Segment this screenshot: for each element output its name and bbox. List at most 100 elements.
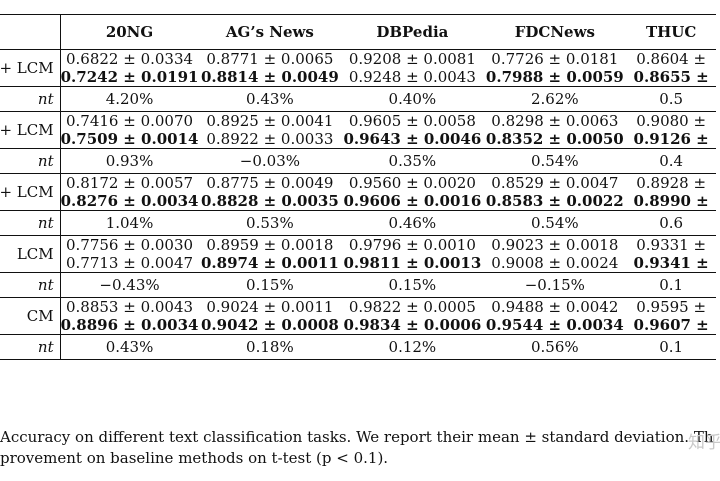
improvement-cell: 0.46% xyxy=(341,210,484,236)
header-fdcnews: FDCNews xyxy=(483,14,627,50)
result-row: + LCM 0.7416 ± 0.0070 0.7509 ± 0.0014 0.892… xyxy=(0,111,716,149)
result-cell: 0.9331 ±0.9341 ± xyxy=(626,236,716,273)
caption-line-2: provement on baseline methods on t-test … xyxy=(0,449,389,467)
improvement-row: nt 4.20% 0.43% 0.40% 2.62% 0.5 xyxy=(0,86,716,112)
lcm-value: 0.8828 ± 0.0035 xyxy=(200,192,339,210)
improvement-label: nt xyxy=(0,272,61,298)
result-row: + LCM 0.6822 ± 0.0334 0.7242 ± 0.0191 0.877… xyxy=(0,49,716,87)
lcm-value: 0.9126 ± xyxy=(633,130,709,148)
result-cell: 0.9595 ±0.9607 ± xyxy=(626,298,716,335)
header-thuc: THUC xyxy=(626,14,716,50)
improvement-cell: 0.54% xyxy=(483,210,627,236)
lcm-value: 0.8814 ± 0.0049 xyxy=(200,68,339,86)
result-cell: 0.9796 ± 0.0010 0.9811 ± 0.0013 xyxy=(341,236,483,273)
baseline-value: 0.8928 ± xyxy=(636,174,707,192)
improvement-cell: 0.1 xyxy=(626,334,716,360)
improvement-cell: 0.93% xyxy=(60,148,199,174)
result-cell: 0.8604 ±0.8655 ± xyxy=(626,50,716,87)
result-cell: 0.8172 ± 0.0057 0.8276 ± 0.0034 xyxy=(60,174,199,211)
method-label-bottom: LCM xyxy=(16,245,54,263)
improvement-cell: 4.20% xyxy=(60,86,199,112)
baseline-value: 0.9605 ± 0.0058 xyxy=(348,112,476,130)
baseline-value: 0.8604 ± xyxy=(636,50,707,68)
table-caption: Accuracy on different text classificatio… xyxy=(0,427,714,469)
improvement-cell: −0.43% xyxy=(60,272,199,298)
result-row: LCM 0.7756 ± 0.0030 0.7713 ± 0.0047 0.8959 … xyxy=(0,235,716,273)
improvement-cell: 2.62% xyxy=(483,86,627,112)
lcm-value: 0.7509 ± 0.0014 xyxy=(60,130,199,148)
improvement-cell: 0.35% xyxy=(341,148,484,174)
baseline-value: 0.8298 ± 0.0063 xyxy=(491,112,619,130)
improvement-label: nt xyxy=(0,86,61,112)
baseline-value: 0.9595 ± xyxy=(636,298,707,316)
lcm-value: 0.7988 ± 0.0059 xyxy=(485,68,624,86)
improvement-cell: 0.53% xyxy=(198,210,342,236)
lcm-value: 0.9643 ± 0.0046 xyxy=(343,130,482,148)
baseline-value: 0.9208 ± 0.0081 xyxy=(348,50,476,68)
result-cell: 0.9080 ±0.9126 ± xyxy=(626,112,716,149)
improvement-cell: 0.18% xyxy=(198,334,342,360)
lcm-value: 0.8276 ± 0.0034 xyxy=(60,192,199,210)
result-cell: 0.9023 ± 0.0018 0.9008 ± 0.0024 xyxy=(483,236,626,273)
method-label: + LCM xyxy=(0,49,61,87)
improvement-cell: 0.1 xyxy=(626,272,716,298)
result-cell: 0.9822 ± 0.0005 0.9834 ± 0.0006 xyxy=(341,298,483,335)
improvement-cell: 0.15% xyxy=(198,272,342,298)
lcm-value: 0.9008 ± 0.0024 xyxy=(491,254,619,272)
baseline-value: 0.9488 ± 0.0042 xyxy=(491,298,619,316)
method-label-bottom: + LCM xyxy=(0,183,54,201)
result-cell: 0.7416 ± 0.0070 0.7509 ± 0.0014 xyxy=(60,112,199,149)
lcm-value: 0.9606 ± 0.0016 xyxy=(343,192,482,210)
baseline-value: 0.9560 ± 0.0020 xyxy=(348,174,476,192)
improvement-row: nt −0.43% 0.15% 0.15% −0.15% 0.1 xyxy=(0,272,716,298)
improvement-cell: 0.15% xyxy=(341,272,484,298)
lcm-value: 0.8896 ± 0.0034 xyxy=(60,316,199,334)
improvement-cell: 0.12% xyxy=(341,334,484,360)
baseline-value: 0.9024 ± 0.0011 xyxy=(206,298,334,316)
result-cell: 0.8959 ± 0.0018 0.8974 ± 0.0011 xyxy=(198,236,341,273)
method-label: + LCM xyxy=(0,111,61,149)
baseline-value: 0.7726 ± 0.0181 xyxy=(491,50,619,68)
result-cell: 0.8771 ± 0.0065 0.8814 ± 0.0049 xyxy=(198,50,341,87)
header-method xyxy=(0,14,61,50)
improvement-cell: 0.4 xyxy=(626,148,716,174)
result-cell: 0.9488 ± 0.0042 0.9544 ± 0.0034 xyxy=(483,298,626,335)
lcm-value: 0.9248 ± 0.0043 xyxy=(348,68,476,86)
baseline-value: 0.8529 ± 0.0047 xyxy=(491,174,619,192)
method-label-bottom: CM xyxy=(26,307,54,325)
result-cell: 0.8529 ± 0.0047 0.8583 ± 0.0022 xyxy=(483,174,626,211)
result-cell: 0.9024 ± 0.0011 0.9042 ± 0.0008 xyxy=(198,298,341,335)
lcm-value: 0.8583 ± 0.0022 xyxy=(485,192,624,210)
baseline-value: 0.9080 ± xyxy=(636,112,707,130)
lcm-value: 0.8922 ± 0.0033 xyxy=(206,130,334,148)
improvement-cell: 0.43% xyxy=(198,86,342,112)
header-agnews: AG’s News xyxy=(198,14,342,50)
result-row: + LCM 0.8172 ± 0.0057 0.8276 ± 0.0034 0.877… xyxy=(0,173,716,211)
watermark-logo: 知乎 xyxy=(688,433,720,453)
method-label: + LCM xyxy=(0,173,61,211)
result-cell: 0.9560 ± 0.0020 0.9606 ± 0.0016 xyxy=(341,174,483,211)
baseline-value: 0.9331 ± xyxy=(636,236,707,254)
header-dbpedia: DBPedia xyxy=(341,14,484,50)
improvement-label: nt xyxy=(0,334,61,360)
baseline-value: 0.8853 ± 0.0043 xyxy=(65,298,194,316)
method-label-bottom: + LCM xyxy=(0,121,54,139)
lcm-value: 0.9341 ± xyxy=(633,254,709,272)
lcm-value: 0.9042 ± 0.0008 xyxy=(200,316,339,334)
baseline-value: 0.7756 ± 0.0030 xyxy=(65,236,194,254)
method-label: LCM xyxy=(0,235,61,273)
result-cell: 0.7726 ± 0.0181 0.7988 ± 0.0059 xyxy=(483,50,626,87)
improvement-cell: 0.56% xyxy=(483,334,627,360)
baseline-value: 0.8775 ± 0.0049 xyxy=(206,174,334,192)
improvement-cell: 1.04% xyxy=(60,210,199,236)
result-cell: 0.8298 ± 0.0063 0.8352 ± 0.0050 xyxy=(483,112,626,149)
lcm-value: 0.8655 ± xyxy=(633,68,709,86)
lcm-value: 0.8990 ± xyxy=(633,192,709,210)
improvement-row: nt 0.93% −0.03% 0.35% 0.54% 0.4 xyxy=(0,148,716,174)
improvement-cell: 0.43% xyxy=(60,334,199,360)
baseline-value: 0.9822 ± 0.0005 xyxy=(348,298,476,316)
result-cell: 0.6822 ± 0.0334 0.7242 ± 0.0191 xyxy=(60,50,199,87)
method-label-bottom: + LCM xyxy=(0,59,54,77)
improvement-cell: 0.54% xyxy=(483,148,627,174)
